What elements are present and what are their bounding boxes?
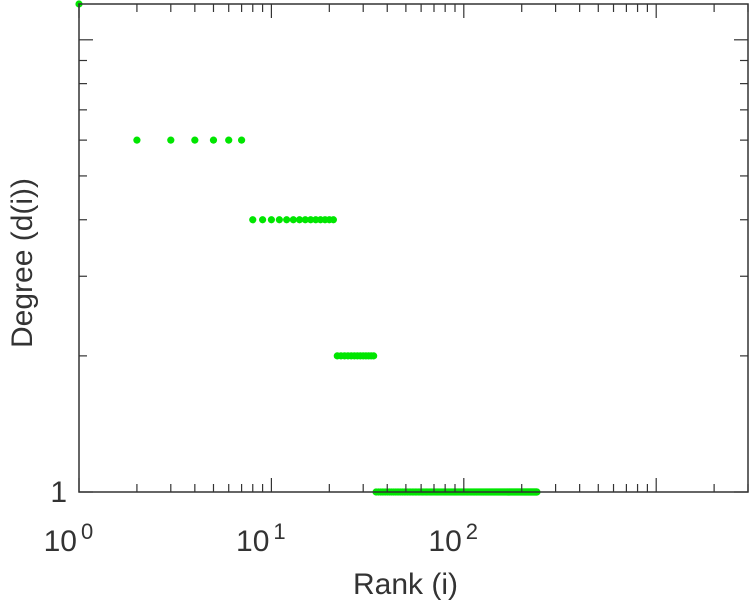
x-tick-label-exponent: 0: [81, 519, 93, 544]
data-point: [237, 136, 246, 144]
data-point: [225, 136, 233, 144]
y-tick-label: 1: [50, 476, 67, 509]
x-tick-label-exponent: 2: [466, 519, 478, 544]
data-point: [167, 136, 175, 144]
axis-ticks: [78, 4, 749, 493]
x-tick-label: 10: [236, 525, 269, 558]
data-point: [133, 136, 141, 144]
data-point: [295, 216, 304, 224]
y-tick-labels: 1: [50, 476, 67, 509]
x-tick-label: 10: [44, 525, 77, 558]
data-point: [301, 216, 309, 224]
data-point: [258, 216, 267, 224]
data-point: [275, 216, 283, 224]
data-point: [329, 216, 337, 224]
data-point: [209, 136, 218, 144]
data-point: [191, 136, 199, 144]
data-point: [283, 216, 291, 224]
x-tick-label: 10: [428, 525, 461, 558]
data-points: [75, 0, 541, 496]
data-point: [307, 216, 315, 224]
x-tick-label-exponent: 1: [273, 519, 285, 544]
data-point: [370, 352, 378, 360]
plot-frame: [78, 3, 749, 493]
y-axis-title: Degree (d(i)): [6, 178, 39, 348]
data-point: [267, 216, 276, 224]
x-axis-title: Rank (i): [353, 568, 458, 600]
data-point: [289, 216, 297, 224]
data-point: [249, 216, 257, 224]
x-tick-labels: 10 0 10 1 10 2: [44, 519, 478, 558]
